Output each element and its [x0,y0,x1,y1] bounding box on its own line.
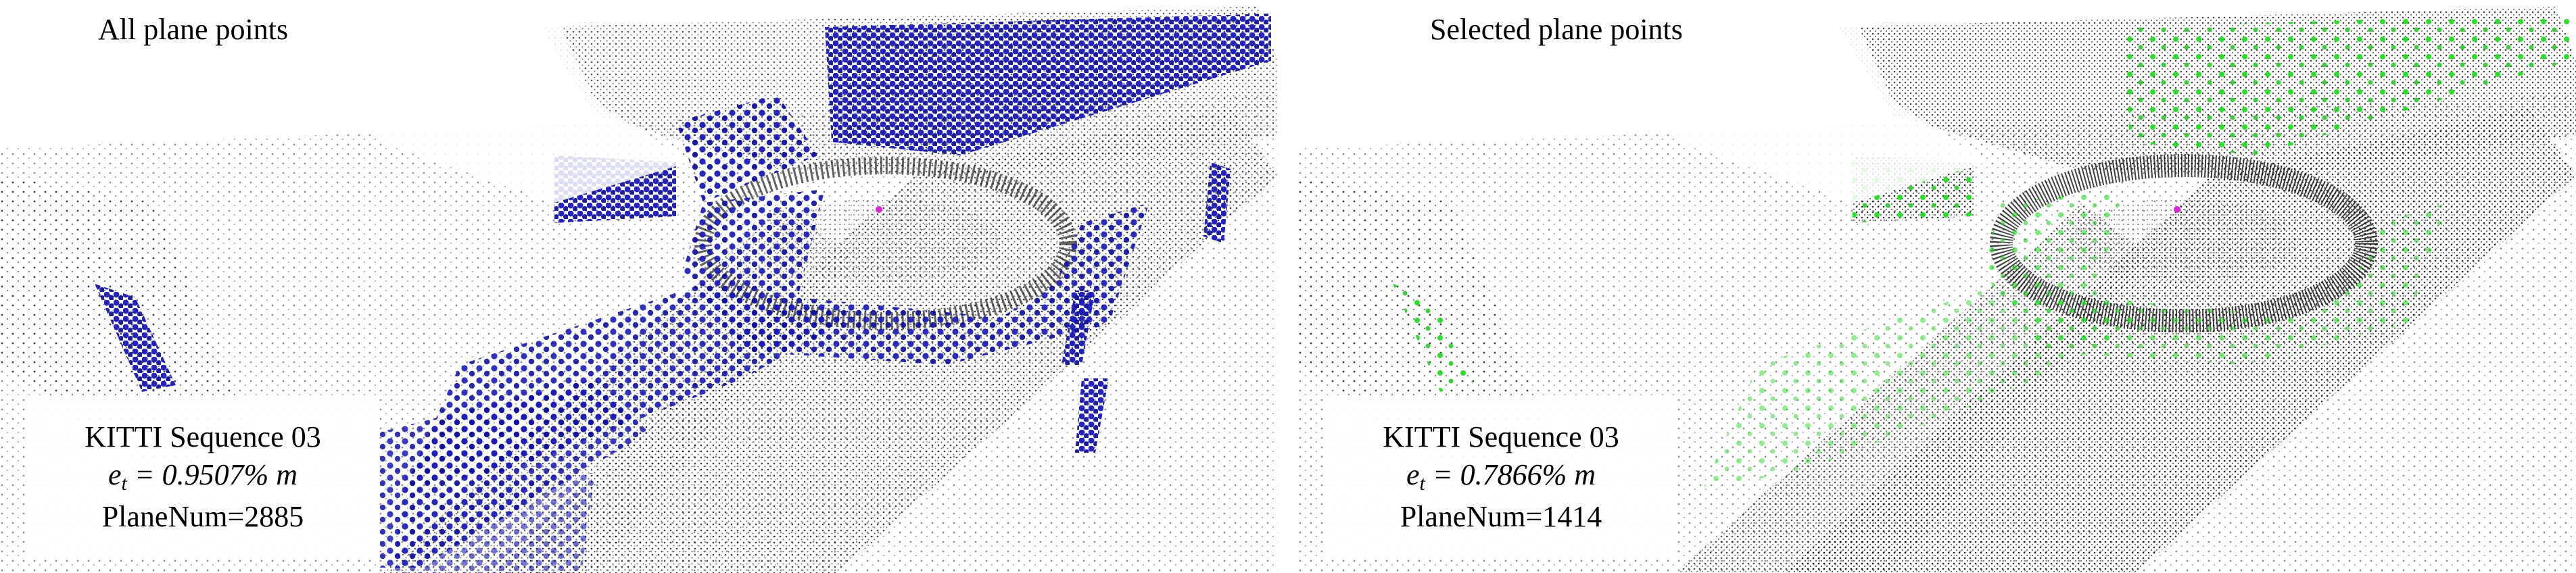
metric-unit: m [268,458,297,492]
metric-subscript: t [1419,472,1425,495]
selected-points-road [1704,284,2150,487]
sequence-label: KITTI Sequence 03 [85,420,321,453]
metric-value: 0.7866% [1460,458,1567,492]
roundabout-marker [876,206,882,213]
plane-points-right-pole [1203,162,1231,243]
metric-equals: = [1425,458,1460,492]
metric-symbol: e [108,458,122,492]
info-box: KITTI Sequence 03 et = 0.7866% m PlaneNu… [1325,396,1677,558]
empty-plaza [1596,14,1988,203]
plane-points-building-facade-2 [676,95,818,203]
metric-unit: m [1567,458,1596,492]
plane-num-label: PlaneNum=1414 [1400,499,1602,533]
selected-points-roof [2123,14,2569,155]
translation-error: et = 0.9507% m [108,458,297,496]
panel-all-plane-points: All plane points KITTI Sequence 03 et = … [0,0,1278,573]
plane-points-roof-top [825,14,1271,155]
translation-error: et = 0.7866% m [1406,458,1596,496]
metric-subscript: t [121,472,127,495]
roundabout-ring [1990,154,2378,332]
panel-title: All plane points [98,13,289,46]
info-box: KITTI Sequence 03 et = 0.9507% m PlaneNu… [27,396,379,558]
panel-selected-plane-points: Selected plane points KITTI Sequence 03 … [1298,0,2576,573]
selected-points-left-edge [1393,284,1474,392]
metric-symbol: e [1406,458,1420,492]
plane-points-mid-wall [1062,291,1095,365]
metric-equals: = [126,458,162,492]
plane-num-label: PlaneNum=2885 [101,499,304,533]
roundabout-marker [2174,206,2180,213]
roundabout-center [2069,198,2299,282]
sequence-label: KITTI Sequence 03 [1383,420,1619,453]
roundabout-center [771,198,1001,282]
panel-title: Selected plane points [1430,13,1683,46]
metric-value: 0.9507% [162,458,269,492]
plane-points-lower-left [392,473,595,573]
plane-points-right-wall [1075,378,1109,453]
plane-points-left-edge [95,284,176,392]
empty-plaza [297,14,690,203]
